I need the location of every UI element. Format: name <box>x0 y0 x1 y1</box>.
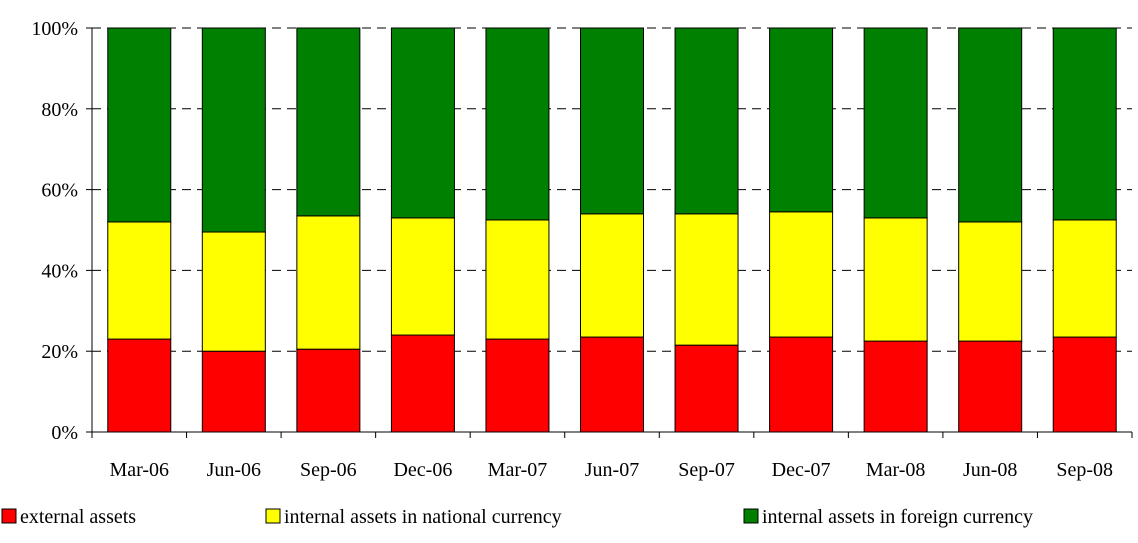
bars <box>107 27 1117 433</box>
bar-segment <box>674 344 739 433</box>
x-tick-label: Sep-06 <box>300 459 357 481</box>
bar-segment <box>107 221 172 340</box>
bar-segment <box>485 338 550 433</box>
bar-segment <box>958 27 1023 223</box>
y-tick-label: 20% <box>41 341 78 363</box>
x-tick-label: Dec-07 <box>772 459 831 481</box>
bar-segment <box>580 336 644 433</box>
x-tick-label: Sep-08 <box>1056 459 1113 481</box>
bar-segment <box>390 217 455 336</box>
bar-segment <box>201 27 266 233</box>
bar-segment <box>296 215 361 350</box>
bar-segment <box>674 213 739 346</box>
bar-segment <box>769 211 834 338</box>
legend: external assets internal assets in nation… <box>1 506 1033 528</box>
bar-segment <box>485 219 550 340</box>
bar-segment <box>580 213 644 338</box>
x-tick-label: Mar-07 <box>488 459 548 481</box>
legend-label: internal assets in foreign currency <box>762 506 1033 528</box>
x-tick-label: Sep-07 <box>678 459 735 481</box>
y-tick-labels: 0% 20% 40% 60% 80% 100% <box>31 18 78 444</box>
bar-segment <box>201 231 266 352</box>
x-tick-label: Jun-08 <box>963 459 1017 481</box>
bar-segment <box>107 338 172 433</box>
x-tick-label: Dec-06 <box>393 459 452 481</box>
y-tick-label: 60% <box>41 180 78 202</box>
bar-segment <box>674 27 739 215</box>
bar-segment <box>296 348 361 433</box>
y-tick-label: 40% <box>41 260 78 282</box>
bar-segment <box>863 340 928 433</box>
legend-swatch <box>1 508 17 524</box>
bar-segment <box>958 221 1023 342</box>
bar-segment <box>485 27 550 221</box>
y-tick-label: 100% <box>31 18 78 40</box>
bar-segment <box>201 350 266 433</box>
bar-segment <box>580 27 644 215</box>
x-tick-label: Jun-06 <box>207 459 261 481</box>
legend-label: external assets <box>20 506 136 528</box>
axes <box>86 27 1133 438</box>
x-tick-label: Mar-08 <box>866 459 926 481</box>
bar-segment <box>769 336 834 433</box>
bar-segment <box>296 27 361 217</box>
legend-swatch <box>265 508 281 524</box>
x-tick-label: Jun-07 <box>585 459 639 481</box>
x-tick-labels: Mar-06 Jun-06 Sep-06 Dec-06 Mar-07 Jun-07 Sep-… <box>109 459 1113 481</box>
bar-segment <box>958 340 1023 433</box>
bar-segment <box>390 334 455 433</box>
legend-swatch <box>743 508 759 524</box>
bar-segment <box>107 27 172 223</box>
bar-segment <box>863 27 928 219</box>
bar-segment <box>1052 27 1117 221</box>
x-tick-label: Mar-06 <box>109 459 169 481</box>
y-tick-label: 80% <box>41 99 78 121</box>
y-tick-label: 0% <box>51 422 78 444</box>
bar-segment <box>863 217 928 342</box>
legend-label: internal assets in national currency <box>284 506 562 528</box>
bar-segment <box>1052 336 1117 433</box>
bar-segment <box>390 27 455 219</box>
bar-segment <box>1052 219 1117 338</box>
bar-segment <box>769 27 834 213</box>
